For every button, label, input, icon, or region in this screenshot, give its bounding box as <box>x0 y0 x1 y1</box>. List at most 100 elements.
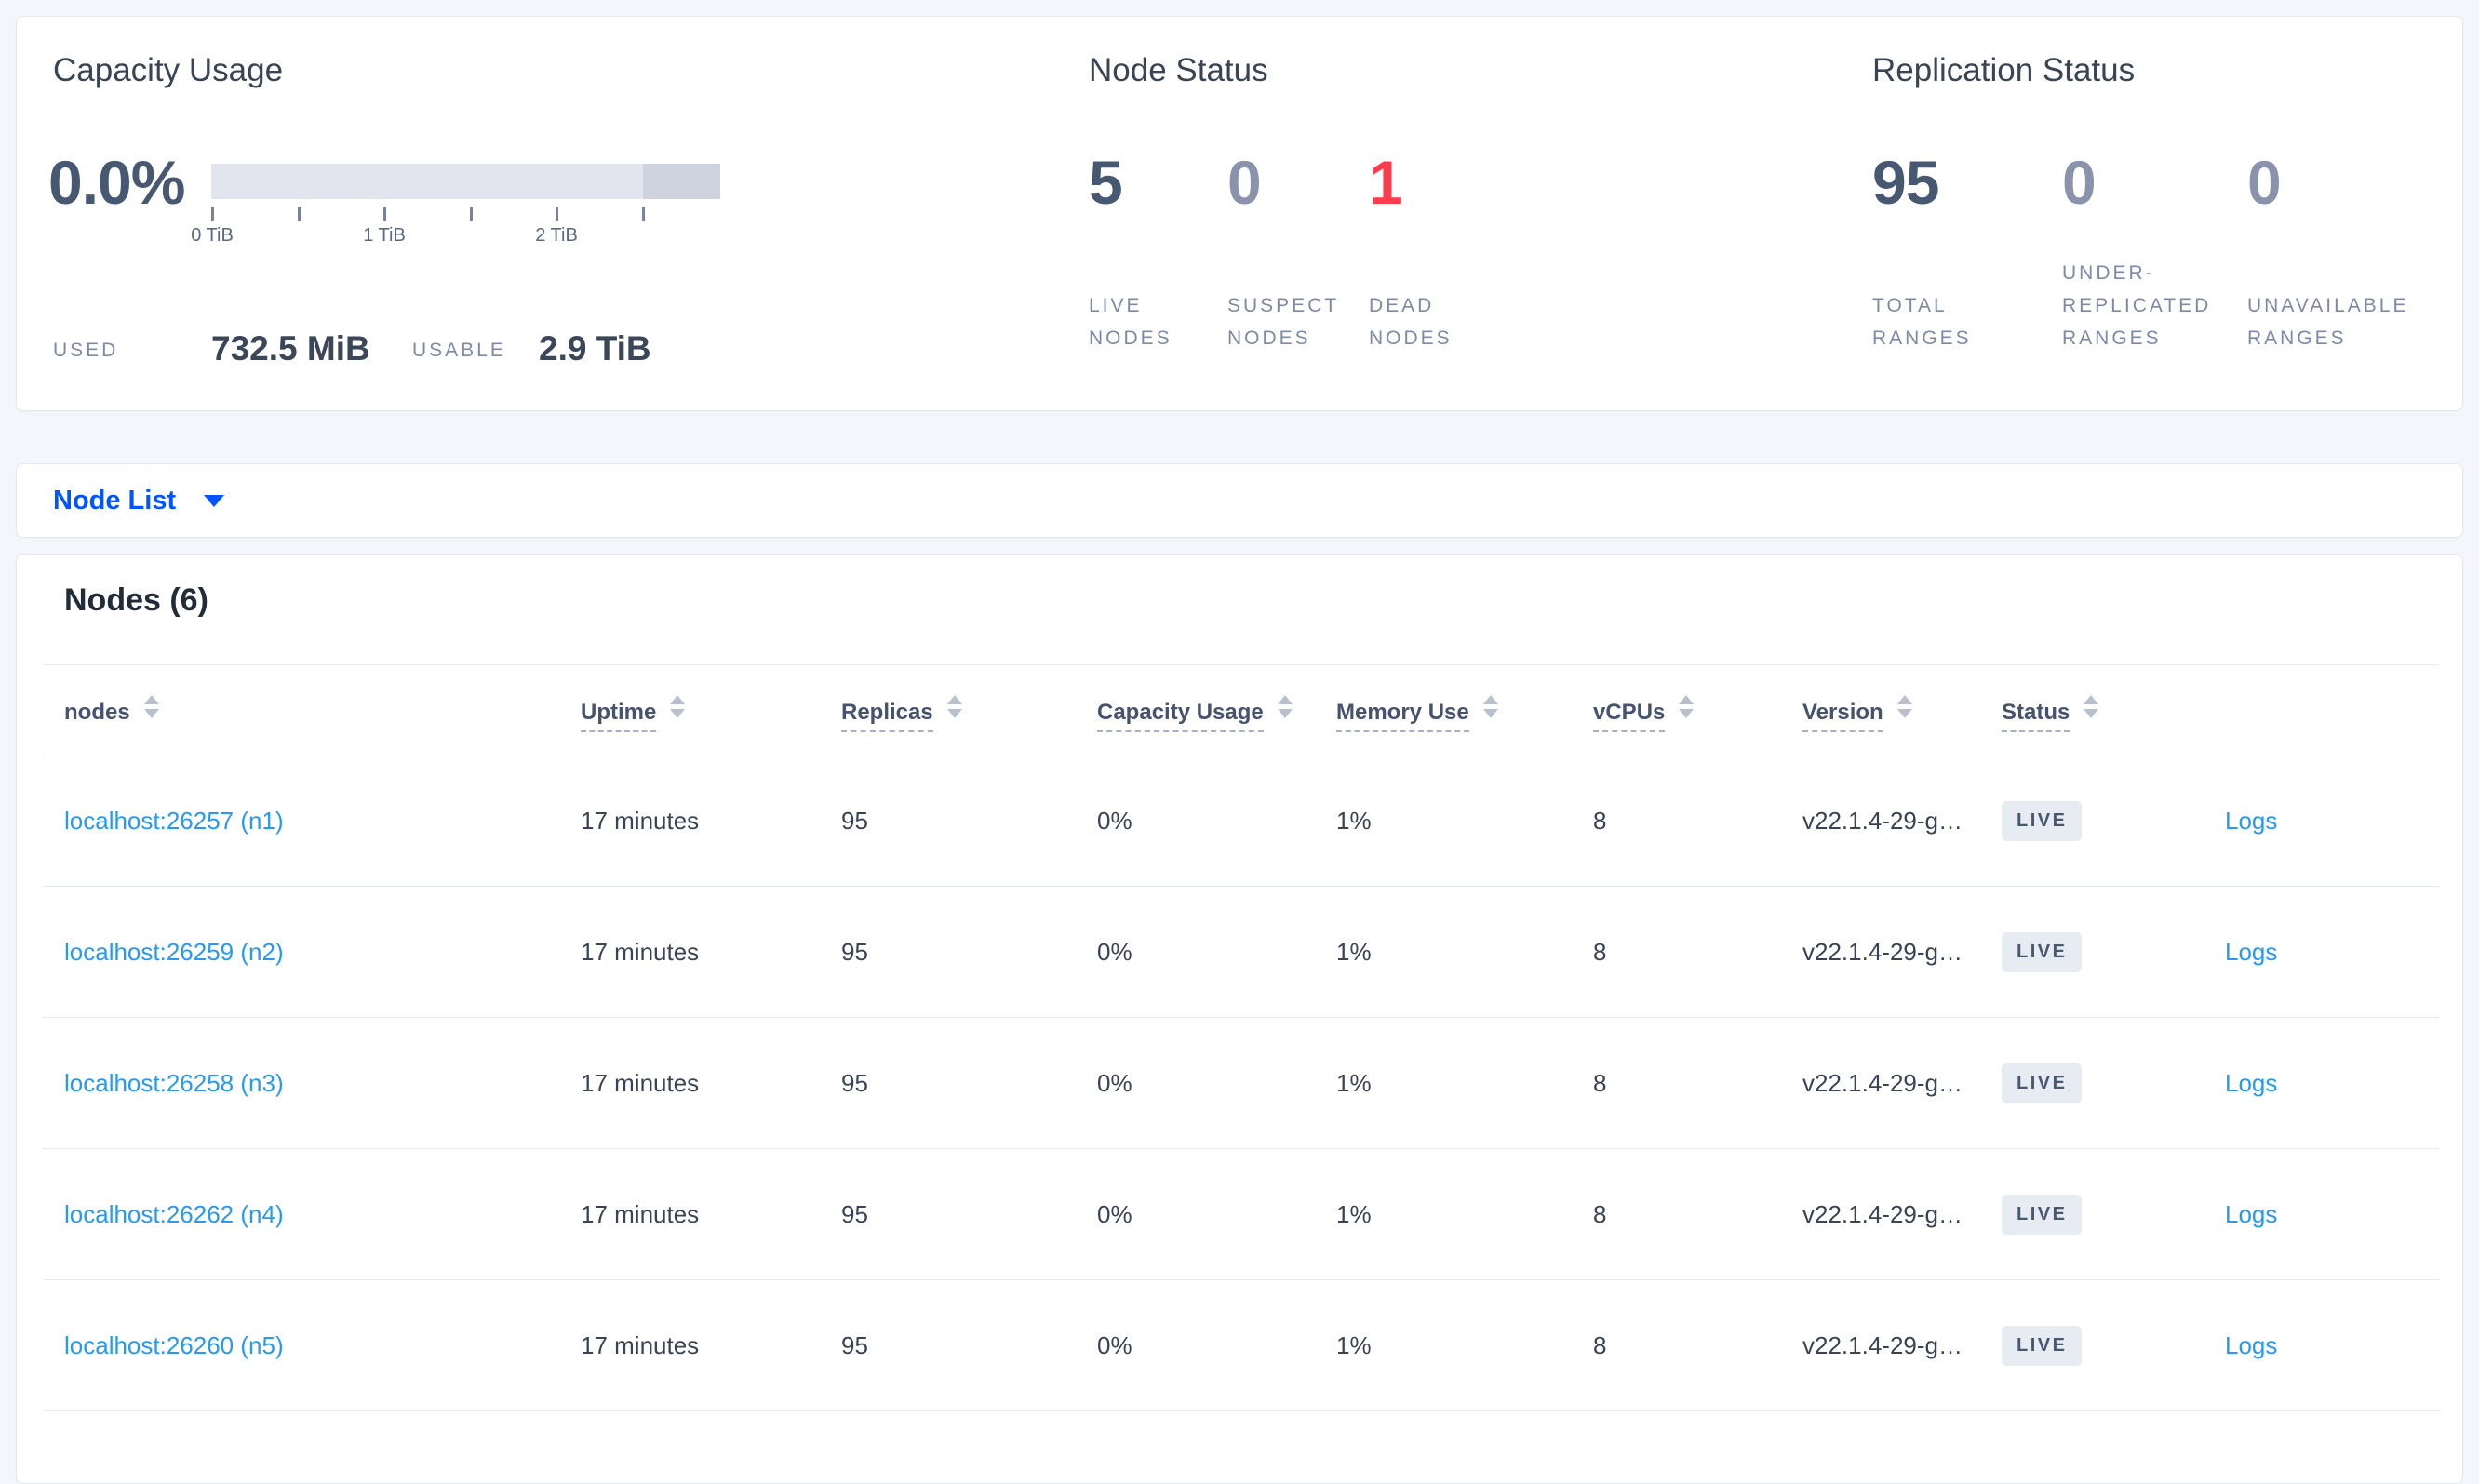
node-address-link[interactable]: localhost:26258 (n3) <box>64 1068 284 1097</box>
memory-cell: 1% <box>1336 1330 1372 1359</box>
cluster-summary-panel: Capacity Usage 0.0% 0 TiB 1 TiB 2 TiB US… <box>16 16 2463 411</box>
suspect-nodes-label: SUSPECT NODES <box>1227 295 1340 349</box>
vcpus-cell: 8 <box>1593 1199 1607 1228</box>
replicas-cell: 95 <box>841 1199 868 1228</box>
used-value: 732.5 MiB <box>211 329 370 368</box>
capacity-percent: 0.0% <box>48 148 185 217</box>
capacity-bar-reserved-segment <box>642 164 720 199</box>
usable-value: 2.9 TiB <box>539 329 651 368</box>
column-header-version[interactable]: Version <box>1802 665 2002 755</box>
memory-cell: 1% <box>1336 937 1372 966</box>
column-header-status[interactable]: Status <box>2002 665 2225 755</box>
version-cell: v22.1.4-29-g… <box>1802 1199 1963 1228</box>
column-header-logs <box>2225 665 2439 755</box>
capacity-cell: 0% <box>1097 1199 1132 1228</box>
node-list-dropdown-label: Node List <box>53 485 177 515</box>
axis-tick-label: 0 TiB <box>191 225 234 246</box>
used-label: USED <box>53 340 119 361</box>
memory-cell: 1% <box>1336 1068 1372 1097</box>
table-row: localhost:26257 (n1) 17 minutes 95 0% 1%… <box>43 755 2439 887</box>
nodes-section-title: Nodes (6) <box>64 582 208 618</box>
node-list-dropdown[interactable]: Node List <box>53 464 225 537</box>
table-row: localhost:26259 (n2) 17 minutes 95 0% 1%… <box>43 887 2439 1018</box>
uptime-cell: 17 minutes <box>581 806 700 835</box>
capacity-usage-bar <box>211 164 720 199</box>
column-header-vcpus[interactable]: vCPUs <box>1593 665 1802 755</box>
total-ranges-label: TOTAL RANGES <box>1872 295 1972 349</box>
node-address-link[interactable]: localhost:26260 (n5) <box>64 1330 284 1359</box>
uptime-cell: 17 minutes <box>581 1068 700 1097</box>
replication-status-title: Replication Status <box>1872 52 2136 88</box>
uptime-cell: 17 minutes <box>581 1199 700 1228</box>
vcpus-cell: 8 <box>1593 806 1607 835</box>
memory-cell: 1% <box>1336 1199 1372 1228</box>
axis-tick <box>383 207 386 221</box>
sort-icon <box>1896 694 1912 718</box>
status-badge: LIVE <box>2002 1325 2083 1366</box>
node-address-link[interactable]: localhost:26257 (n1) <box>64 806 284 835</box>
dead-nodes-count: 1 <box>1369 148 1403 217</box>
table-row: localhost:26262 (n4) 17 minutes 95 0% 1%… <box>43 1149 2439 1280</box>
axis-tick <box>211 207 214 221</box>
nodes-panel: Nodes (6) nodes Uptime Replicas Capacity… <box>16 554 2463 1484</box>
node-address-link[interactable]: localhost:26262 (n4) <box>64 1199 284 1228</box>
version-cell: v22.1.4-29-g… <box>1802 1330 1963 1359</box>
axis-tick-label: 2 TiB <box>535 225 578 246</box>
unavailable-ranges-count: 0 <box>2247 148 2282 217</box>
sort-icon <box>670 694 686 718</box>
status-badge: LIVE <box>2002 800 2083 841</box>
uptime-cell: 17 minutes <box>581 1330 700 1359</box>
unavailable-ranges-label: UNAVAILABLE RANGES <box>2247 295 2409 349</box>
sort-icon <box>2084 694 2099 718</box>
logs-link[interactable]: Logs <box>2225 806 2278 835</box>
live-nodes-label: LIVE NODES <box>1089 295 1172 349</box>
vcpus-cell: 8 <box>1593 1068 1607 1097</box>
view-selector-bar: Node List <box>16 463 2463 538</box>
logs-link[interactable]: Logs <box>2225 1199 2278 1228</box>
replicas-cell: 95 <box>841 937 868 966</box>
column-header-replicas[interactable]: Replicas <box>841 665 1097 755</box>
logs-link[interactable]: Logs <box>2225 1330 2278 1359</box>
sort-icon <box>143 694 159 718</box>
table-row: localhost:26260 (n5) 17 minutes 95 0% 1%… <box>43 1280 2439 1411</box>
replicas-cell: 95 <box>841 1068 868 1097</box>
nodes-table: nodes Uptime Replicas Capacity Usage Mem… <box>43 664 2439 1411</box>
axis-tick <box>470 207 473 221</box>
column-header-nodes[interactable]: nodes <box>43 665 581 755</box>
chevron-down-icon <box>204 494 225 507</box>
version-cell: v22.1.4-29-g… <box>1802 806 1963 835</box>
capacity-cell: 0% <box>1097 937 1132 966</box>
replicas-cell: 95 <box>841 806 868 835</box>
live-nodes-count: 5 <box>1089 148 1123 217</box>
axis-tick-label: 1 TiB <box>363 225 406 246</box>
suspect-nodes-count: 0 <box>1227 148 1262 217</box>
capacity-usage-title: Capacity Usage <box>53 52 284 88</box>
logs-link[interactable]: Logs <box>2225 1068 2278 1097</box>
status-badge: LIVE <box>2002 1194 2083 1235</box>
usable-label: USABLE <box>412 340 506 361</box>
dead-nodes-label: DEAD NODES <box>1369 295 1453 349</box>
capacity-cell: 0% <box>1097 806 1132 835</box>
vcpus-cell: 8 <box>1593 937 1607 966</box>
column-header-uptime[interactable]: Uptime <box>581 665 841 755</box>
under-replicated-ranges-count: 0 <box>2062 148 2097 217</box>
axis-tick <box>556 207 558 221</box>
sort-icon <box>1679 694 1695 718</box>
node-status-title: Node Status <box>1089 52 1268 88</box>
logs-link[interactable]: Logs <box>2225 937 2278 966</box>
sort-icon <box>1277 694 1293 718</box>
status-badge: LIVE <box>2002 1063 2083 1103</box>
axis-tick <box>298 207 301 221</box>
capacity-cell: 0% <box>1097 1330 1132 1359</box>
replicas-cell: 95 <box>841 1330 868 1359</box>
node-address-link[interactable]: localhost:26259 (n2) <box>64 937 284 966</box>
vcpus-cell: 8 <box>1593 1330 1607 1359</box>
axis-tick <box>642 207 645 221</box>
total-ranges-count: 95 <box>1872 148 1939 217</box>
uptime-cell: 17 minutes <box>581 937 700 966</box>
column-header-memory-use[interactable]: Memory Use <box>1336 665 1593 755</box>
status-badge: LIVE <box>2002 931 2083 972</box>
sort-icon <box>946 694 962 718</box>
column-header-capacity-usage[interactable]: Capacity Usage <box>1097 665 1336 755</box>
table-header-row: nodes Uptime Replicas Capacity Usage Mem… <box>43 664 2439 755</box>
